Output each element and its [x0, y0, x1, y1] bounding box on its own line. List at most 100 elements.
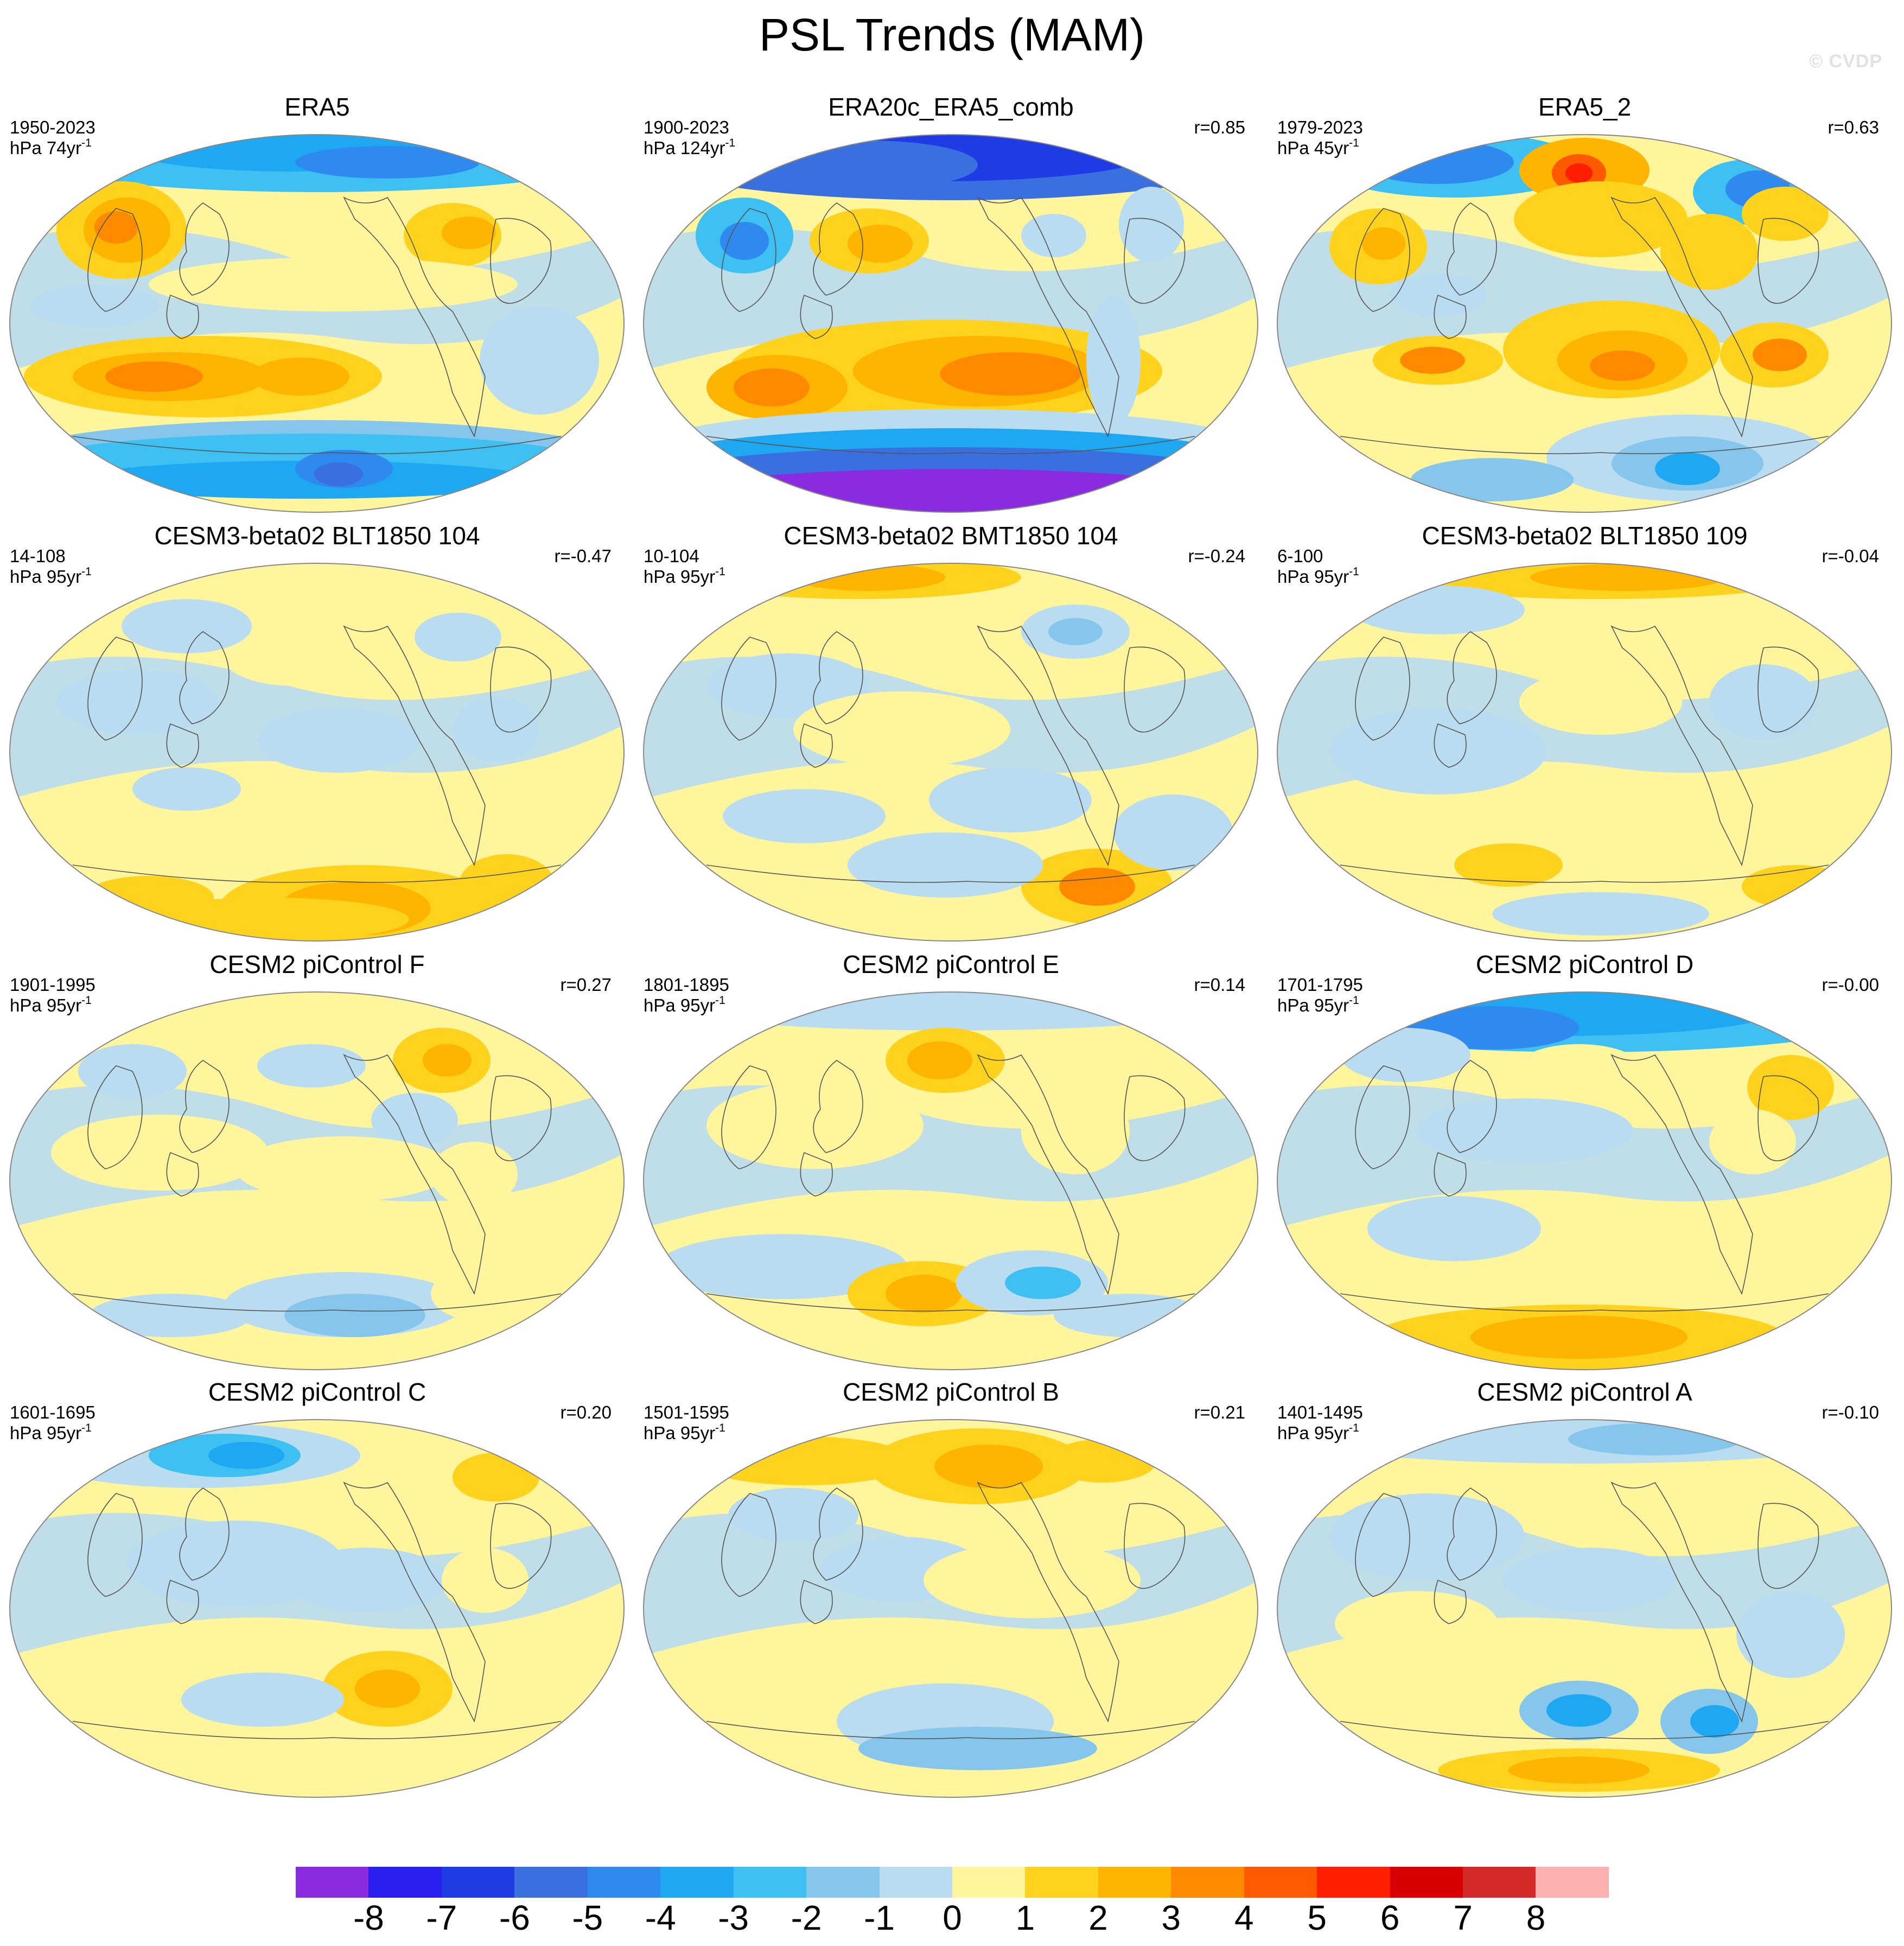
colorbar-swatch	[1536, 1867, 1609, 1898]
map-panel: ERA20c_ERA5_comb 1900-2023 hPa 124yr-1 r=0.…	[634, 91, 1268, 520]
trend-contour	[1565, 163, 1593, 183]
coastline	[813, 1060, 863, 1153]
panel-title: CESM2 piControl D	[1475, 950, 1694, 978]
colorbar-swatch	[1025, 1867, 1098, 1898]
colorbar-swatch	[587, 1867, 661, 1898]
panel-units-exponent: -1	[715, 994, 725, 1007]
trend-contour	[1519, 670, 1682, 735]
coastline	[343, 196, 486, 438]
coastline	[166, 723, 199, 768]
panel-period: 10-104	[644, 546, 699, 566]
panel-units: hPa 95yr-1	[644, 1422, 725, 1443]
map-outline	[9, 1419, 625, 1798]
trend-contour	[1747, 1055, 1834, 1120]
panel-units-text: hPa 95yr	[10, 995, 82, 1015]
trend-contour	[761, 141, 978, 189]
coastline	[1757, 1503, 1819, 1589]
trend-map	[1277, 134, 1892, 513]
panel-period: 1950-2023	[10, 117, 95, 137]
panel-correlation: r=-0.04	[1822, 546, 1879, 566]
trend-contour	[858, 1727, 1097, 1770]
trend-contour	[453, 697, 539, 762]
map-outline	[1277, 1419, 1892, 1798]
coastline	[343, 1481, 486, 1723]
map-field	[10, 992, 624, 1370]
colorbar: -8 -7 -6 -5 -4 -3 -2 -1 0 1 2 3 4 5 6 7 8	[296, 1867, 1609, 1937]
coastline	[706, 1721, 1195, 1739]
panel-period: 1900-2023	[644, 117, 729, 137]
trend-contour	[225, 632, 366, 686]
coastline	[490, 218, 552, 304]
coastline	[490, 646, 552, 733]
trend-contour	[1362, 227, 1405, 260]
trend-contour	[1086, 295, 1141, 425]
trend-contour	[720, 222, 769, 260]
panel-units-text: hPa 45yr	[1277, 138, 1349, 158]
colorbar-tick-label: 4	[1234, 1898, 1254, 1937]
trend-map	[9, 1419, 625, 1798]
coastline	[1757, 218, 1819, 304]
trend-contour	[668, 1645, 831, 1710]
coastline	[706, 1293, 1195, 1312]
trend-contour	[423, 1044, 472, 1077]
panel-units: hPa 95yr-1	[10, 1422, 92, 1443]
coastline	[813, 631, 863, 724]
coastline	[1610, 1054, 1753, 1295]
panel-title: CESM2 piControl E	[843, 950, 1059, 978]
trend-contour	[1709, 1109, 1796, 1174]
trend-contour	[848, 832, 1043, 898]
trend-contour	[453, 1453, 539, 1502]
trend-contour	[35, 1245, 252, 1299]
coastline	[977, 1481, 1119, 1723]
panel-period: 1701-1795	[1277, 975, 1363, 995]
coastline	[1447, 631, 1497, 724]
map-field	[10, 135, 624, 512]
panel-units-exponent: -1	[1349, 994, 1359, 1007]
trend-map	[643, 1419, 1258, 1798]
trend-contour	[668, 992, 1233, 1031]
trend-contour	[1514, 1044, 1644, 1098]
trend-contour	[1367, 1196, 1541, 1261]
trend-contour	[235, 1136, 453, 1201]
trend-contour	[1568, 1423, 1742, 1455]
trend-contour	[929, 767, 1092, 832]
colorbar-swatch	[514, 1867, 588, 1898]
coastline	[800, 294, 833, 339]
colorbar-swatch	[952, 1867, 1026, 1898]
panel-units-exponent: -1	[81, 137, 92, 149]
trend-contour	[1054, 1294, 1206, 1337]
panel-units: hPa 95yr-1	[1277, 1422, 1359, 1443]
map-field	[10, 563, 624, 941]
trend-contour	[181, 1672, 344, 1727]
trend-contour	[1715, 1250, 1812, 1294]
trend-contour	[647, 469, 1255, 512]
panel-period: 1979-2023	[1277, 117, 1363, 137]
coastline	[1340, 864, 1829, 883]
coastline	[721, 208, 776, 312]
trend-contour	[1416, 1098, 1633, 1163]
coastline	[1610, 196, 1753, 438]
panel-units: hPa 95yr-1	[644, 995, 725, 1016]
trend-map	[1277, 563, 1892, 942]
coastline	[1610, 1481, 1753, 1723]
colorbar-tick-label: -6	[499, 1898, 530, 1937]
coastline	[166, 1152, 199, 1197]
trend-contour	[415, 613, 501, 662]
panel-correlation: r=0.20	[560, 1402, 612, 1422]
trend-contour	[1736, 1591, 1845, 1678]
coastline	[72, 436, 562, 454]
panel-title: CESM2 piControl A	[1477, 1378, 1692, 1406]
trend-contour	[122, 599, 252, 653]
panel-units-exponent: -1	[715, 1422, 725, 1434]
trend-contour	[284, 1548, 447, 1613]
trend-contour	[1048, 618, 1103, 645]
panel-units-text: hPa 95yr	[1277, 567, 1349, 587]
trend-contour	[658, 1234, 907, 1299]
coastline	[721, 637, 776, 741]
trend-contour	[295, 146, 480, 179]
panel-units-exponent: -1	[1349, 1422, 1359, 1434]
trend-contour	[1546, 1694, 1612, 1727]
trend-contour	[480, 306, 599, 415]
colorbar-tick-label: 7	[1453, 1898, 1473, 1937]
trend-contour	[1454, 843, 1563, 887]
